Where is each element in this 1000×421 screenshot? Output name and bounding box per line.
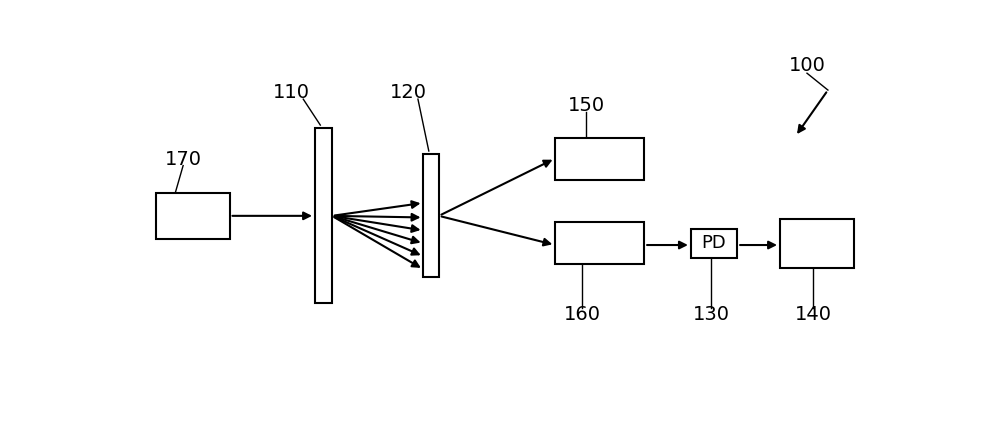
- Text: 160: 160: [564, 305, 601, 324]
- Text: 110: 110: [273, 83, 310, 102]
- Text: 120: 120: [389, 83, 426, 102]
- Bar: [423, 154, 439, 277]
- Text: 150: 150: [568, 96, 605, 115]
- Text: 130: 130: [692, 305, 729, 324]
- Bar: [555, 138, 644, 180]
- Bar: [555, 222, 644, 264]
- Text: 100: 100: [789, 56, 825, 75]
- Bar: [315, 128, 332, 304]
- Text: 170: 170: [165, 149, 202, 169]
- Text: PD: PD: [702, 234, 726, 253]
- Bar: [691, 229, 737, 258]
- Bar: [780, 219, 854, 268]
- Bar: [156, 193, 230, 239]
- Text: 140: 140: [795, 305, 832, 324]
